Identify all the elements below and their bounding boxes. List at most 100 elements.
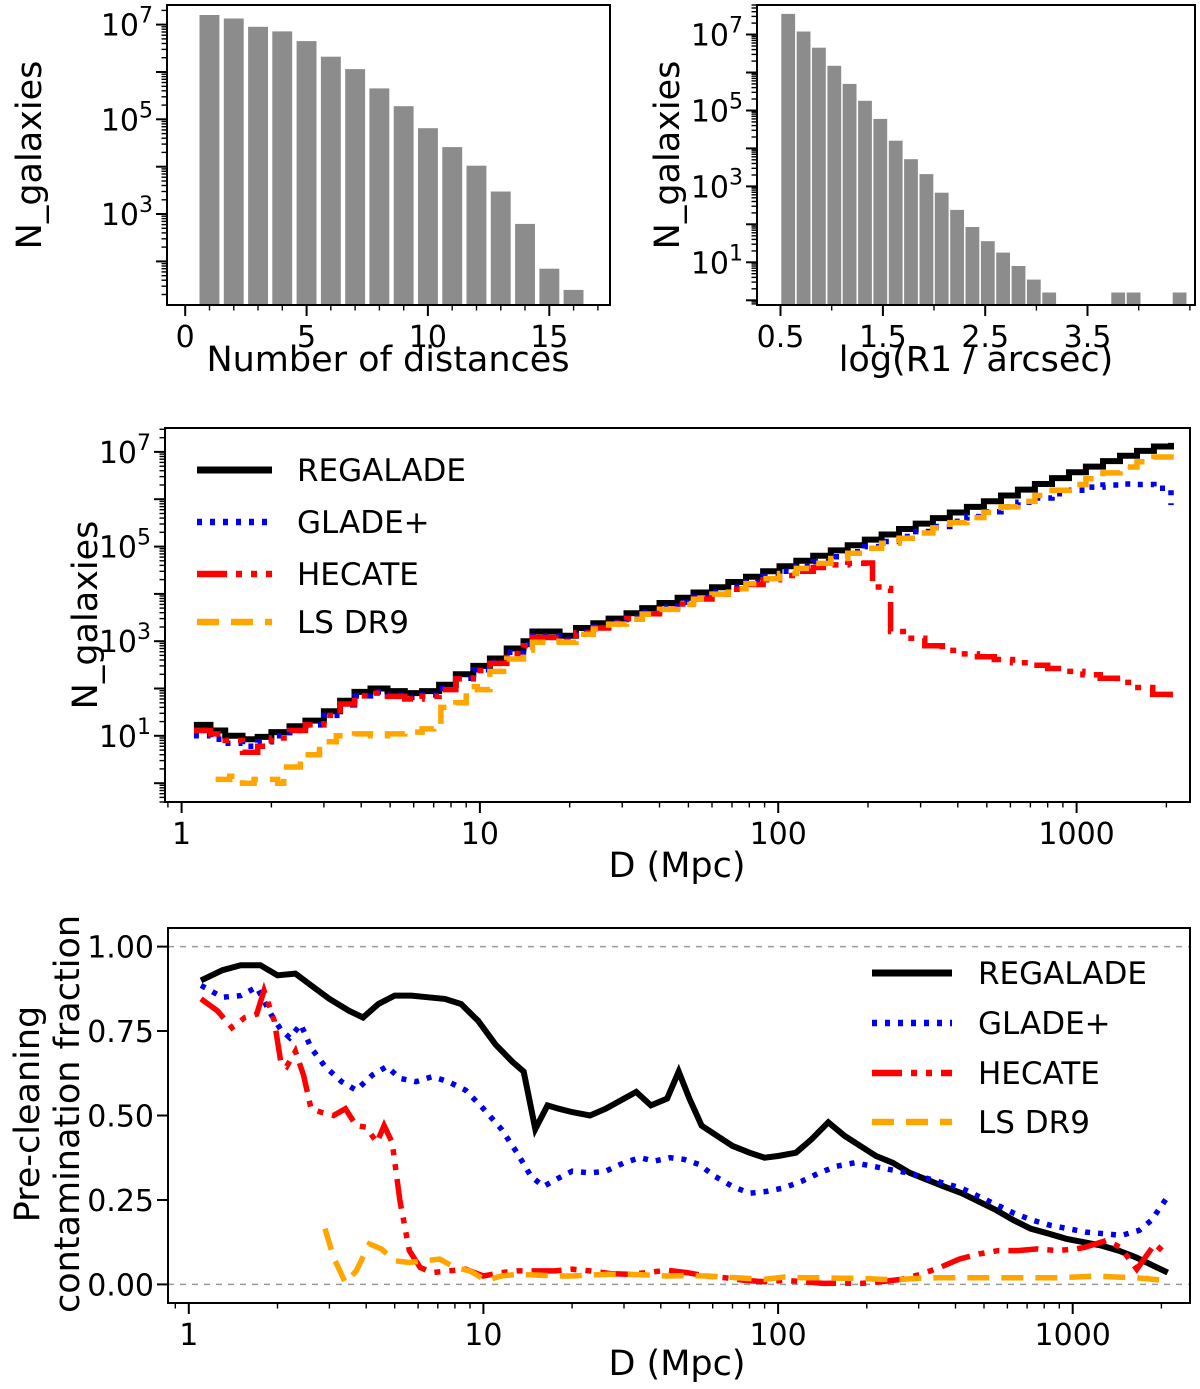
svg-text:10: 10 — [464, 1318, 502, 1353]
bar — [827, 65, 842, 305]
hist-distances-xlabel: Number of distances — [206, 339, 570, 380]
legend-item-regalade: REGALADE — [872, 956, 1147, 992]
bar — [1026, 279, 1041, 305]
legend-label: REGALADE — [978, 956, 1147, 992]
series-regalade — [199, 962, 1169, 1276]
bar — [873, 118, 888, 306]
ngalaxies-vs-distance-legend: REGALADE GLADE+ HECATE LS DR9 — [197, 453, 466, 641]
svg-text:107: 107 — [691, 14, 743, 54]
bar — [796, 31, 811, 305]
svg-text:0.25: 0.25 — [87, 1184, 154, 1219]
bar — [369, 88, 390, 306]
svg-text:0.5: 0.5 — [757, 320, 805, 355]
bar — [418, 128, 438, 305]
counts-panel-ylabel: N_galaxies — [65, 520, 106, 710]
svg-text:101: 101 — [99, 715, 151, 755]
svg-text:105: 105 — [101, 98, 153, 138]
legend-item-ls-dr9: LS DR9 — [197, 605, 409, 641]
svg-text:1: 1 — [172, 817, 191, 852]
series-ls-dr9 — [215, 453, 1174, 786]
legend-label: GLADE+ — [978, 1006, 1111, 1042]
svg-text:10: 10 — [409, 320, 447, 355]
svg-text:0.50: 0.50 — [87, 1100, 154, 1135]
bar — [904, 159, 918, 305]
bar — [223, 18, 244, 305]
svg-text:107: 107 — [99, 431, 151, 471]
svg-text:100: 100 — [750, 817, 807, 852]
svg-text:105: 105 — [99, 526, 151, 566]
svg-text:103: 103 — [691, 165, 743, 205]
bar — [248, 26, 268, 306]
legend-label: LS DR9 — [297, 605, 409, 641]
bar — [965, 227, 980, 305]
bar — [563, 289, 584, 305]
contamination-vs-distance-legend: REGALADE GLADE+ HECATE LS DR9 — [872, 956, 1147, 1141]
svg-text:2.5: 2.5 — [961, 320, 1009, 355]
plot-frame — [166, 4, 611, 306]
svg-text:0.75: 0.75 — [87, 1015, 154, 1050]
contamination-ylabel-line2: contamination fraction — [48, 914, 88, 1314]
bar — [490, 191, 511, 305]
svg-text:15: 15 — [530, 320, 568, 355]
svg-text:1.5: 1.5 — [859, 320, 907, 355]
legend-label: LS DR9 — [978, 1105, 1090, 1141]
tick-labels: 0.5 1.5 2.5 3.5 101 103 105 107 — [691, 14, 1112, 356]
bar — [199, 15, 220, 305]
legend-item-regalade: REGALADE — [197, 453, 466, 489]
svg-text:0: 0 — [176, 320, 195, 355]
bar — [393, 106, 414, 305]
bar — [812, 47, 826, 305]
bar — [934, 192, 949, 305]
legend-label: HECATE — [297, 557, 419, 593]
legend-label: HECATE — [978, 1056, 1100, 1092]
legend-item-ls-dr9: LS DR9 — [872, 1105, 1090, 1141]
svg-text:105: 105 — [691, 90, 743, 130]
bar — [539, 268, 560, 305]
hist-number-of-distances-bars — [199, 15, 584, 306]
bar — [842, 83, 857, 306]
hist-number-of-distances: 0 5 10 15 103 105 107 — [101, 4, 611, 355]
hist-r1-xlabel: log(R1 / arcsec) — [838, 339, 1114, 380]
bar — [1172, 292, 1187, 305]
plot-frame — [164, 427, 1191, 803]
svg-text:103: 103 — [101, 193, 153, 233]
legend-label: REGALADE — [297, 453, 466, 489]
bar — [980, 241, 995, 305]
svg-text:101: 101 — [691, 241, 743, 281]
bar — [272, 31, 293, 306]
svg-text:103: 103 — [99, 620, 151, 660]
bar — [320, 56, 341, 306]
bar — [442, 147, 463, 305]
series-ls-dr9 — [322, 1227, 1169, 1288]
svg-text:0.00: 0.00 — [87, 1268, 154, 1303]
bar — [1011, 266, 1026, 305]
legend-item-glade-: GLADE+ — [197, 505, 430, 541]
hist-r1-ylabel: N_galaxies — [647, 60, 688, 250]
bar — [345, 69, 366, 305]
hist-distances-ylabel: N_galaxies — [9, 60, 50, 250]
contamination-vs-distance: 1 10 100 1000 0.00 0.25 0.50 0.75 1.00 REGALADE GL… — [87, 927, 1191, 1353]
ticks — [157, 945, 1163, 1314]
svg-text:1000: 1000 — [1035, 1318, 1111, 1353]
bar — [1111, 292, 1126, 305]
legend-item-glade-: GLADE+ — [872, 1006, 1111, 1042]
tick-labels: 1 10 100 1000 101 103 105 107 — [99, 431, 1115, 852]
svg-text:107: 107 — [101, 4, 153, 44]
ticks — [154, 428, 1168, 813]
hist-log-r1: 0.5 1.5 2.5 3.5 101 103 105 107 — [691, 4, 1196, 356]
bar — [781, 13, 796, 306]
bar — [515, 223, 535, 305]
bar — [1126, 292, 1141, 305]
svg-text:1.00: 1.00 — [87, 931, 154, 966]
bar — [996, 252, 1010, 305]
bar — [888, 140, 903, 305]
bar — [296, 41, 317, 305]
series-hecate — [199, 981, 1170, 1287]
bar — [1042, 292, 1057, 305]
legend-item-hecate: HECATE — [872, 1056, 1100, 1092]
contamination-panel-xlabel: D (Mpc) — [608, 1343, 746, 1384]
tick-labels: 1 10 100 1000 0.00 0.25 0.50 0.75 1.00 — [87, 931, 1111, 1353]
svg-text:100: 100 — [749, 1318, 806, 1353]
